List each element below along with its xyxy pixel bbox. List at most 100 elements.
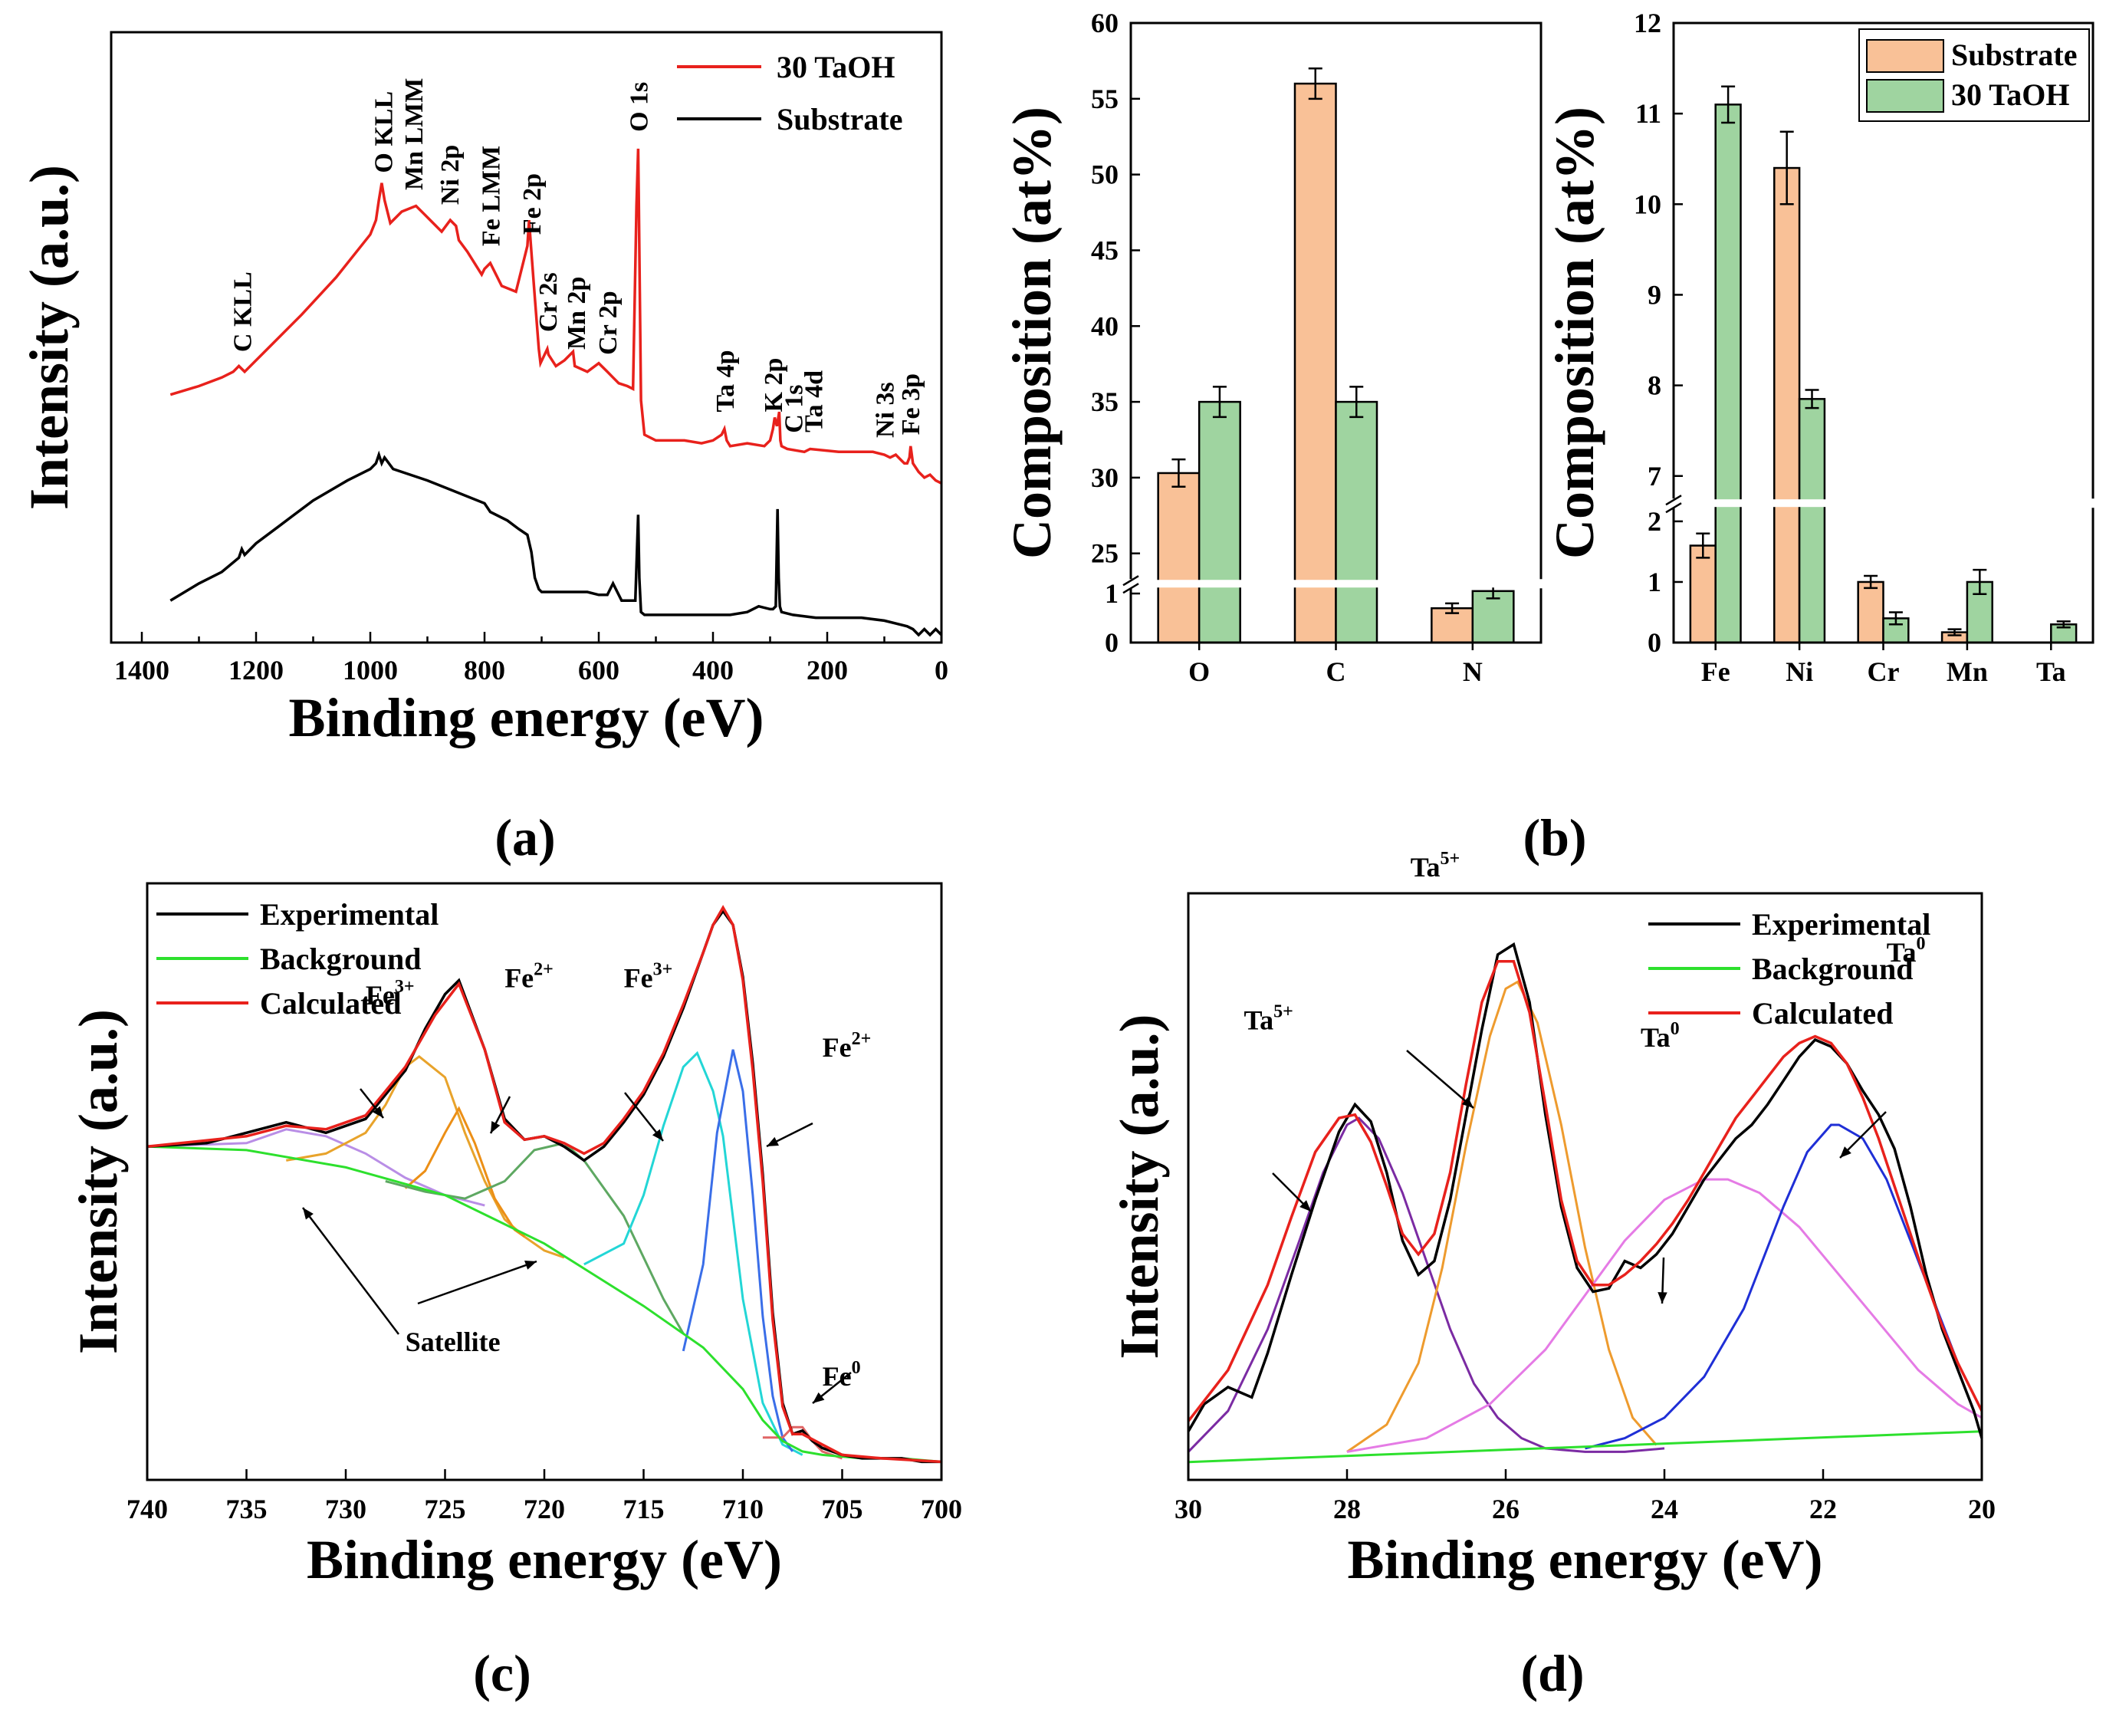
arrow-c5-head <box>303 1208 314 1220</box>
peak-label: Fe LMM <box>477 146 505 246</box>
y-axis-title: Composition (at%) <box>1001 107 1063 559</box>
arrow-c7-head <box>813 1392 825 1403</box>
break-mark <box>1122 575 1139 587</box>
peak-label: Ta0 <box>1887 934 1926 968</box>
category-label: O <box>1188 656 1210 687</box>
series-line-30-taoh <box>169 148 942 485</box>
x-tick-label: 800 <box>464 655 505 686</box>
arrow-d1-head <box>1299 1200 1311 1212</box>
break-mark <box>1665 495 1682 506</box>
bar-fe-30-taoh <box>1714 104 1742 644</box>
bar-c-substrate <box>1293 82 1337 644</box>
peak-label: Ni 2p <box>436 145 465 205</box>
x-tick-label: 600 <box>578 655 619 686</box>
legend-label: Substrate <box>777 102 902 136</box>
y-tick-label: 0 <box>1105 627 1119 658</box>
legend-label: Background <box>260 942 421 976</box>
plot-frame-upper <box>1672 21 2095 499</box>
series-line-substrate <box>169 450 943 637</box>
peak-label: Fe3+ <box>624 960 673 994</box>
panel-label: (d) <box>1520 1644 1584 1702</box>
category-label: C <box>1326 656 1346 687</box>
peak-label: O KLL <box>370 91 398 173</box>
legend-label: 30 TaOH <box>777 50 895 84</box>
x-tick-label: 0 <box>935 655 948 686</box>
arrow-c3-head <box>652 1129 663 1141</box>
y-tick-label: 60 <box>1091 8 1119 38</box>
y-axis-title: Intensity (a.u.) <box>1109 1014 1170 1359</box>
x-tick-label: 20 <box>1968 1494 1996 1524</box>
legend-label: Calculated <box>260 986 401 1021</box>
arrow-c2-head <box>491 1121 501 1133</box>
panel-label: (c) <box>473 1644 531 1702</box>
arrow-c4-head <box>767 1136 779 1146</box>
y-tick-label: 10 <box>1634 189 1661 219</box>
x-tick-label: 400 <box>692 655 734 686</box>
y-axis-title: Intensity (a.u.) <box>18 165 80 510</box>
category-label: Mn <box>1947 656 1988 687</box>
series-line-calculated <box>1187 960 1983 1422</box>
series-line-background <box>1188 1430 1983 1464</box>
peak-label: Fe3+ <box>366 977 415 1011</box>
plot-frame-upper <box>1129 21 1543 580</box>
legend: Substrate 30 TaOH <box>1858 28 2090 122</box>
plot-frame <box>1187 892 1983 1481</box>
bar-o-substrate <box>1157 472 1201 644</box>
break-mark <box>1665 502 1682 514</box>
x-tick-label: 1400 <box>114 655 169 686</box>
y-tick-label: 25 <box>1091 538 1119 569</box>
series-line-fe2-2p1-2 <box>404 1106 525 1238</box>
y-axis-title: Intensity (a.u.) <box>67 1009 129 1354</box>
category-label: Ni <box>1786 656 1813 687</box>
x-tick-label: 735 <box>226 1494 268 1524</box>
peak-label: Fe 3p <box>897 373 925 435</box>
peak-label: Cr 2s <box>534 272 563 332</box>
x-axis-title: Binding energy (eV) <box>1348 1529 1823 1590</box>
y-tick-label: 35 <box>1091 386 1119 417</box>
x-tick-label: 710 <box>722 1494 764 1524</box>
peak-label: Fe 2p <box>518 173 547 235</box>
legend-label: Calculated <box>1752 996 1893 1031</box>
legend-label: Background <box>1752 952 1913 986</box>
arrow-c1-head <box>372 1106 383 1118</box>
bar-fe-substrate <box>1689 544 1717 644</box>
y-tick-label: 1 <box>1105 578 1119 609</box>
series-line-ta5-4f5-2 <box>1346 980 1658 1453</box>
panel-b-left: O C N 0 1 25 30 35 40 45 50 55 60 Composition (at%) (b… <box>1001 8 1587 866</box>
panel-c: 740 735 730 725 720 715 710 705 700 Binding energ… <box>67 882 962 1702</box>
peak-label: Ta 4p <box>711 350 740 412</box>
bar-o-30-taoh <box>1198 400 1241 644</box>
peak-label: Fe2+ <box>504 960 554 994</box>
peak-label: K 2p <box>760 358 788 413</box>
legend-label: Substrate <box>1951 38 2077 72</box>
peak-label: Mn 2p <box>563 277 591 350</box>
plot-frame-lower <box>1672 508 2095 644</box>
plot-frame <box>110 31 943 644</box>
series-line-ta0-4f5-2 <box>1585 1123 1983 1450</box>
x-tick-label: 725 <box>425 1494 466 1524</box>
peak-label: C 1s <box>780 384 808 432</box>
x-tick-label: 200 <box>807 655 848 686</box>
x-tick-label: 26 <box>1492 1494 1520 1524</box>
legend-label: Experimental <box>1752 907 1930 942</box>
bar-ni-substrate <box>1773 166 1801 644</box>
arrow-c6-head <box>524 1261 537 1270</box>
legend-swatch <box>1866 39 1944 73</box>
break-mark <box>1122 583 1139 594</box>
x-tick-label: 715 <box>623 1494 665 1524</box>
series-line-fe3-2p3-2 <box>583 1050 803 1456</box>
y-tick-label: 2 <box>1648 506 1661 537</box>
y-tick-label: 1 <box>1648 567 1661 597</box>
y-tick-label: 7 <box>1648 461 1661 492</box>
peak-label: Cr 2p <box>594 291 623 354</box>
category-label: Fe <box>1701 656 1730 687</box>
y-tick-label: 50 <box>1091 159 1119 190</box>
x-tick-label: 740 <box>126 1494 168 1524</box>
x-tick-label: 1000 <box>343 655 398 686</box>
y-tick-label: 0 <box>1648 627 1661 658</box>
arrow-d2-head <box>1461 1097 1474 1108</box>
series-line-calculated <box>146 905 942 1464</box>
y-tick-label: 9 <box>1648 279 1661 310</box>
